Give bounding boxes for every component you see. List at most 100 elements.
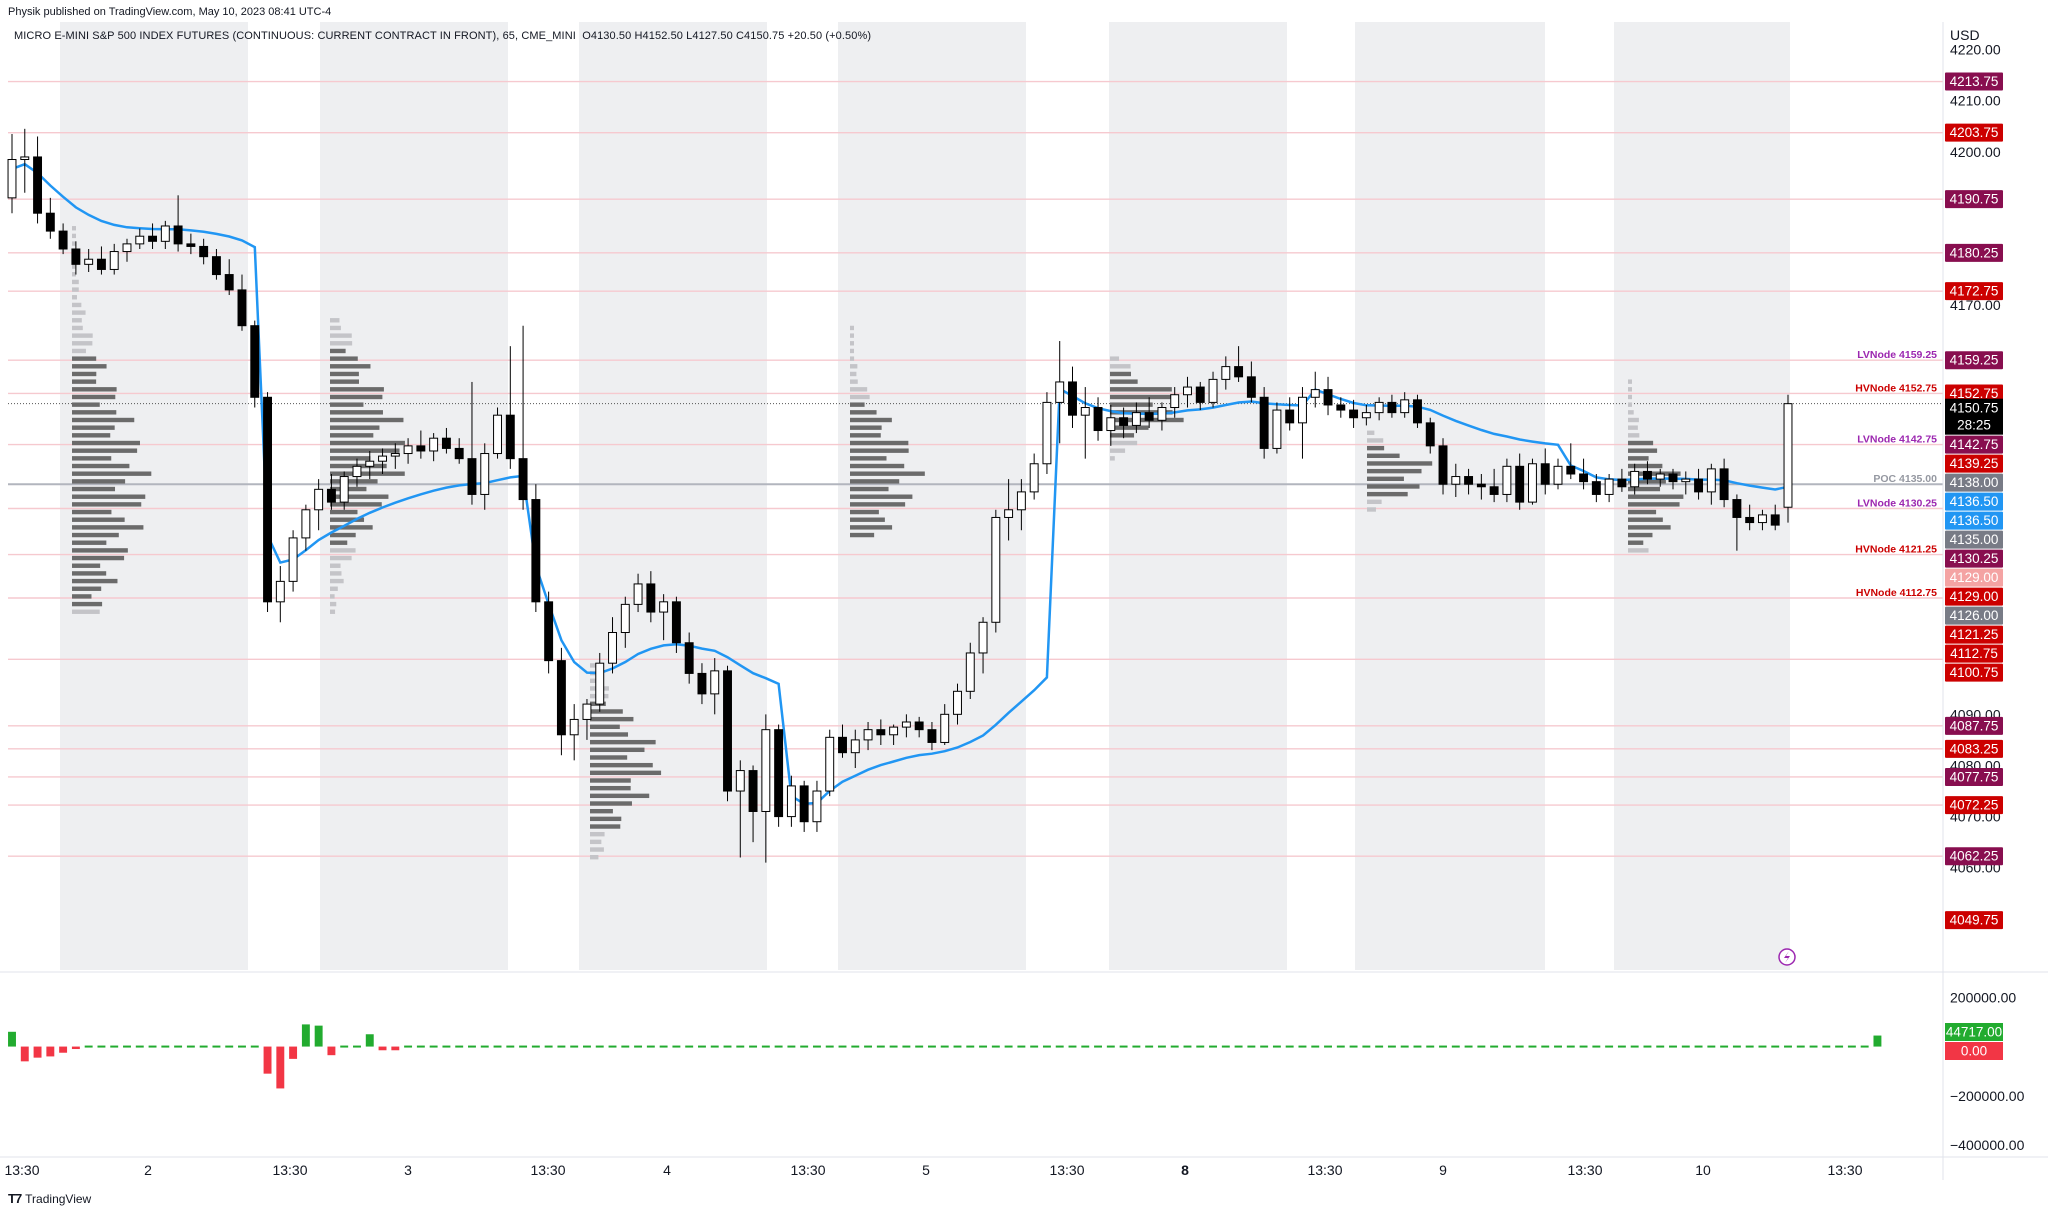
- profile-bar: [590, 855, 599, 860]
- profile-bar: [330, 440, 405, 446]
- candle-body: [7, 159, 17, 199]
- volume-bar: [1502, 1045, 1511, 1048]
- candle-body: [1272, 409, 1282, 449]
- price-label-bg: [1945, 847, 2003, 866]
- volume-bar: [1515, 1045, 1524, 1048]
- candle-body: [403, 445, 413, 455]
- price-label: 4172.75: [1950, 284, 1999, 299]
- candle-body: [301, 509, 311, 539]
- candle-body: [1591, 481, 1601, 495]
- volume-bar: [1528, 1045, 1537, 1048]
- price-tick-label: 4170.00: [1950, 297, 2001, 313]
- profile-bar: [850, 494, 913, 499]
- candle-body: [1579, 473, 1589, 483]
- candle-body: [876, 729, 886, 736]
- candle-body: [1144, 412, 1154, 421]
- profile-bar: [72, 417, 135, 423]
- volume-bar: [1796, 1045, 1805, 1048]
- profile-bar: [1110, 402, 1153, 407]
- profile-bar: [330, 502, 382, 507]
- volume-bar: [353, 1045, 361, 1048]
- candle-body: [1783, 403, 1793, 508]
- profile-bar: [330, 371, 359, 377]
- price-label: 4100.75: [1950, 665, 1999, 680]
- candle-body: [160, 225, 170, 242]
- profile-bar: [850, 502, 906, 507]
- profile-bar: [590, 847, 604, 852]
- horizontal-levels: [8, 80, 1943, 857]
- volume-bar: [1221, 1045, 1230, 1048]
- volume-profiles: [72, 226, 1684, 860]
- profile-bar: [1628, 509, 1657, 515]
- time-tick-label: 13:30: [1307, 1162, 1342, 1178]
- candle-body: [710, 670, 720, 695]
- price-label-bg: [1945, 663, 2003, 682]
- profile-bar: [850, 417, 892, 423]
- profile-bar: [72, 341, 93, 346]
- price-label-bg: [1945, 739, 2003, 758]
- candle-body: [467, 458, 477, 495]
- volume-bar: [1694, 1045, 1703, 1048]
- candle-body: [608, 632, 617, 664]
- candle-body: [109, 251, 119, 270]
- candle-body: [122, 243, 132, 253]
- candle-body: [684, 642, 694, 674]
- candle-body: [148, 235, 158, 242]
- profile-bar: [850, 525, 893, 530]
- candle-body: [1668, 473, 1678, 483]
- candle-body: [953, 690, 962, 715]
- volume-bar: [1669, 1045, 1677, 1048]
- profile-bar: [72, 609, 100, 614]
- volume-bar: [1336, 1045, 1345, 1048]
- node-annotation: HVNode 4152.75: [1855, 382, 1937, 394]
- profile-bar: [72, 387, 117, 392]
- node-annotation: LVNode 4159.25: [1857, 349, 1937, 361]
- profile-bar: [330, 333, 352, 338]
- profile-bar: [72, 517, 125, 522]
- volume-bar: [1579, 1045, 1588, 1048]
- price-label: 4121.25: [1950, 627, 1999, 642]
- profile-bar: [72, 555, 125, 561]
- profile-bar: [1628, 448, 1658, 453]
- profile-bar: [330, 494, 389, 499]
- profile-bar: [72, 448, 138, 453]
- volume-bar: [519, 1045, 528, 1048]
- profile-bar: [330, 594, 335, 599]
- volume-bar: [416, 1045, 425, 1048]
- profile-bar: [72, 295, 77, 300]
- profile-bar: [72, 264, 76, 269]
- price-label-bg: [1945, 911, 2003, 930]
- candle-body: [1502, 465, 1512, 495]
- volume-bar: [1324, 1045, 1332, 1048]
- price-tick-label: 4220.00: [1950, 42, 2001, 58]
- candle-body: [1374, 401, 1384, 414]
- candle-body: [914, 721, 924, 731]
- price-label: 4139.25: [1950, 456, 1999, 471]
- volume-bar: [1745, 1045, 1754, 1048]
- volume-bar: [442, 1045, 451, 1048]
- volume-bar: [557, 1045, 566, 1048]
- candle-body: [96, 258, 106, 270]
- last-price-bg: [1945, 398, 2003, 435]
- candle-body: [378, 455, 387, 462]
- profile-bar: [850, 356, 855, 361]
- volume-bar: [1732, 1045, 1741, 1048]
- price-label: 4126.00: [1950, 608, 1999, 623]
- lightning-icon[interactable]: [1778, 948, 1796, 966]
- volume-bar: [8, 1031, 16, 1047]
- price-label-bg: [1945, 492, 2003, 511]
- time-tick-label: 5: [922, 1162, 930, 1178]
- candle-body: [1042, 401, 1052, 465]
- profile-bar: [1367, 461, 1433, 466]
- profile-bar: [850, 333, 854, 338]
- profile-bar: [1367, 438, 1384, 443]
- price-label-bg: [1945, 190, 2003, 209]
- volume-bar: [608, 1045, 617, 1048]
- volume-bar: [365, 1034, 374, 1047]
- profile-bar: [850, 463, 905, 469]
- price-label-bg: [1945, 282, 2003, 301]
- volume-bar: [1617, 1045, 1626, 1048]
- profile-bar: [72, 571, 107, 576]
- profile-bar: [1628, 440, 1654, 446]
